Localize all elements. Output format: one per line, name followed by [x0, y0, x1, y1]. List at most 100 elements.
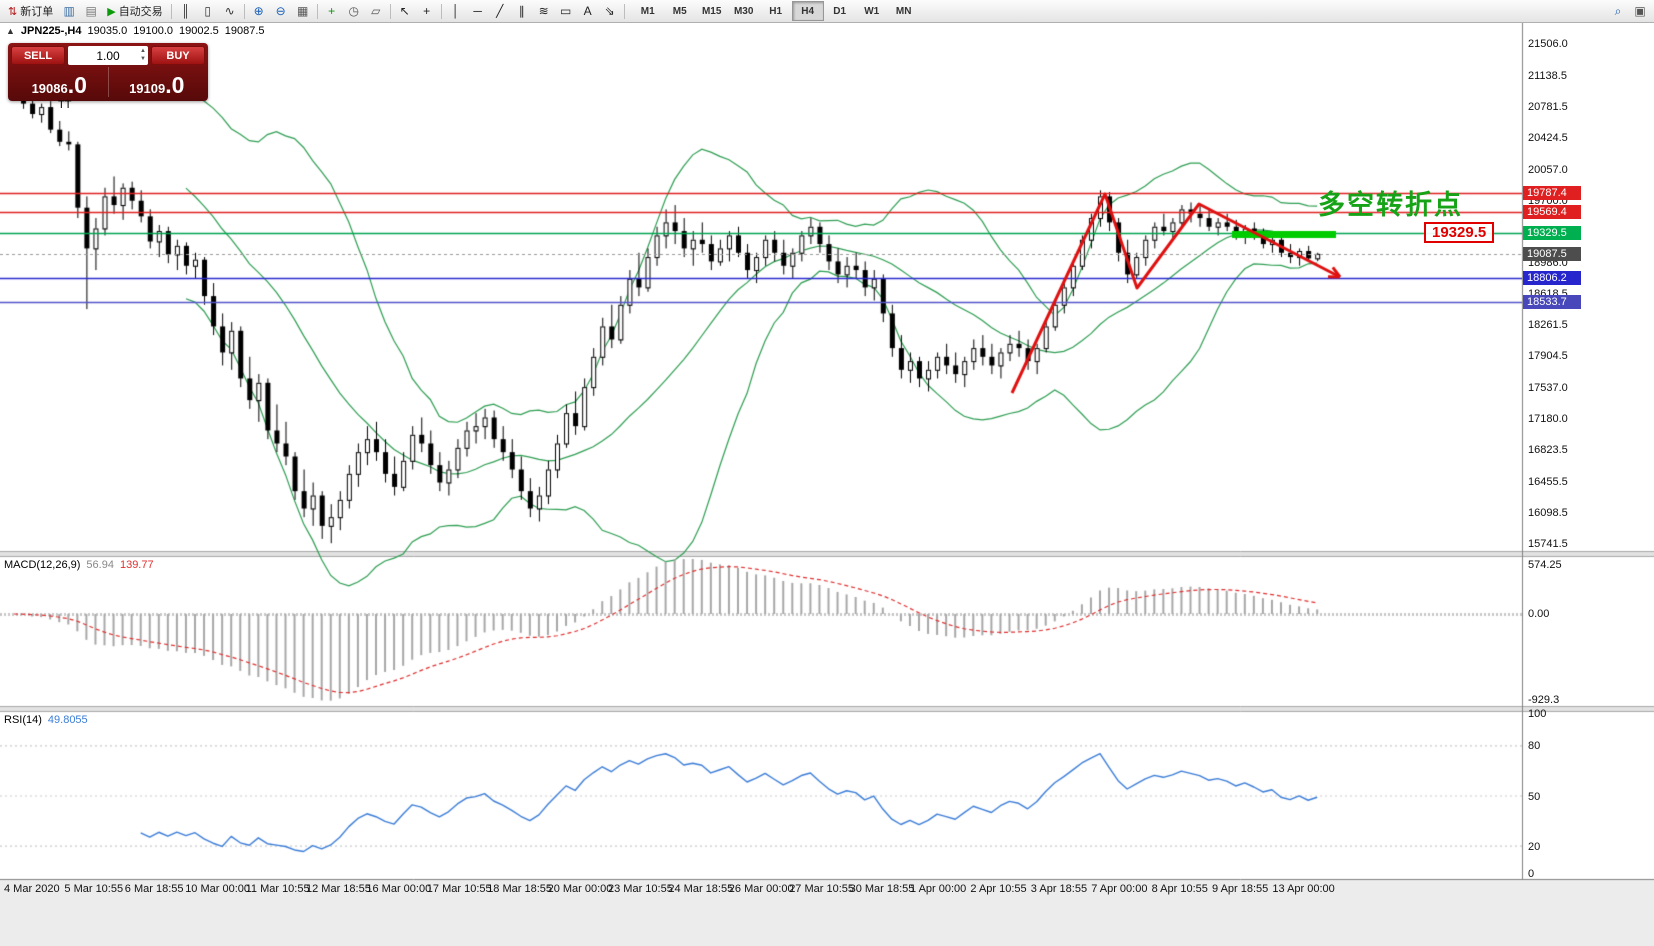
toolbar-separator — [623, 3, 625, 19]
profiles-icon[interactable]: ▤ — [85, 4, 97, 18]
price-tag: 19087.5 — [1523, 246, 1581, 261]
tile-windows-icon[interactable]: ▦ — [297, 4, 309, 18]
timeframe-button-m5[interactable]: M5 — [672, 5, 687, 17]
equidistant-channel-icon[interactable]: ∥ — [518, 4, 525, 18]
toolbar-separator — [316, 3, 318, 19]
rsi-axis-label: 50 — [1528, 790, 1541, 803]
macd-axis-label: 0.00 — [1528, 608, 1550, 620]
price-tag: 19787.4 — [1523, 186, 1581, 201]
time-axis-label: 26 Mar 00:00 — [728, 883, 794, 895]
price-divider — [107, 67, 109, 97]
main-toolbar: ⇅ 新订单 ▥ ▤ ▶ 自动交易 ║ ▯ ∿ ⊕ ⊖ ▦ + ◷ ▱ ↖ + │ ─ ╱ ∥ ≋ ▭ A ⇘ M1 M5 M15… — [0, 0, 1654, 23]
ohlc-open: 19035.0 — [87, 25, 128, 37]
new-order-button[interactable]: ⇅ 新订单 — [3, 2, 58, 20]
horizontal-line-icon[interactable]: ─ — [473, 4, 482, 18]
layers-icon[interactable]: ▣ — [1634, 4, 1646, 18]
ohlc-low: 19002.5 — [179, 25, 219, 37]
time-axis-label: 24 Mar 18:55 — [668, 883, 734, 895]
timeframe-button-h4[interactable]: H4 — [791, 1, 824, 21]
fibonacci-icon[interactable]: ≋ — [538, 4, 549, 18]
timeframe-button-mn[interactable]: MN — [895, 5, 912, 17]
crosshair-icon[interactable]: + — [423, 4, 431, 18]
sell-price-big: .0 — [67, 72, 87, 98]
price-axis-label: 21506.0 — [1528, 38, 1568, 51]
price-axis-label: 17180.0 — [1528, 413, 1568, 426]
candlestick-chart-icon[interactable]: ▯ — [204, 4, 211, 18]
price-axis-label: 18261.5 — [1528, 319, 1568, 332]
price-axis-label: 15741.5 — [1528, 537, 1568, 550]
price-tag: 19569.4 — [1523, 205, 1581, 220]
price-tag: 18533.7 — [1523, 294, 1581, 309]
macd-panel-label: MACD(12,26,9) 56.94 139.77 — [4, 559, 154, 571]
volume-up-icon[interactable]: ▲ — [140, 48, 146, 54]
period-icon[interactable]: ◷ — [348, 4, 359, 18]
volume-down-icon[interactable]: ▼ — [140, 56, 146, 62]
autotrading-button[interactable]: ▶ 自动交易 — [102, 2, 167, 20]
buy-price-small: 19109 — [129, 81, 166, 96]
time-axis-label: 2 Apr 10:55 — [970, 883, 1027, 895]
time-axis-label: 9 Apr 18:55 — [1212, 883, 1269, 895]
rsi-axis-label: 80 — [1528, 740, 1541, 753]
price-tag: 18806.2 — [1523, 271, 1581, 286]
zoom-in-icon[interactable]: ⊕ — [253, 4, 264, 18]
chart-canvas[interactable] — [0, 23, 1654, 946]
ohlc-close: 19087.5 — [224, 25, 265, 37]
chart-window: ▲ JPN225-,H4 19035.0 19100.0 19002.5 190… — [0, 23, 1654, 946]
macd-name: MACD(12,26,9) — [4, 559, 81, 571]
shapes-icon[interactable]: ▭ — [560, 4, 572, 18]
sell-button[interactable]: SELL — [11, 46, 65, 65]
price-axis-label: 20781.5 — [1528, 100, 1568, 113]
buy-price-big: .0 — [165, 72, 185, 98]
time-axis-label: 11 Mar 10:55 — [245, 883, 310, 895]
charts-grid-icon[interactable]: ▥ — [63, 4, 75, 18]
sell-price[interactable]: 19086 .0 — [11, 74, 108, 97]
timeframe-button-h1[interactable]: H1 — [769, 5, 783, 17]
rsi-axis-label: 100 — [1528, 708, 1547, 720]
bar-chart-icon[interactable]: ║ — [181, 4, 190, 18]
line-chart-icon[interactable]: ∿ — [224, 4, 235, 18]
autotrading-button-label: 自动交易 — [118, 6, 163, 18]
timeframe-button-m30[interactable]: M30 — [733, 5, 754, 17]
price-axis-label: 16455.5 — [1528, 476, 1568, 489]
toolbar-left-group: ⇅ 新订单 ▥ ▤ ▶ 自动交易 ║ ▯ ∿ ⊕ ⊖ ▦ + ◷ ▱ ↖ + │ ─ ╱ ∥ ≋ ▭ A ⇘ — [3, 1, 628, 21]
rsi-axis-label: 0 — [1528, 868, 1535, 880]
add-indicator-icon[interactable]: + — [328, 4, 336, 18]
template-icon[interactable]: ▱ — [371, 4, 381, 18]
arrow-objects-icon[interactable]: ⇘ — [604, 4, 615, 18]
timeframe-group: M1 M5 M15 M30 H1 H4 D1 W1 MN — [632, 1, 920, 21]
timeframe-button-w1[interactable]: W1 — [864, 5, 880, 17]
zoom-out-icon[interactable]: ⊖ — [275, 4, 286, 18]
toolbar-separator — [389, 3, 391, 19]
one-click-trading-panel: SELL 1.00 ▲ ▼ BUY 19086 .0 19109 .0 — [8, 43, 208, 101]
text-icon[interactable]: A — [583, 4, 592, 18]
time-axis-label: 5 Mar 10:55 — [64, 883, 124, 895]
macd-axis-label: -929.3 — [1528, 694, 1560, 706]
time-axis-label: 13 Apr 00:00 — [1272, 883, 1335, 895]
time-axis-label: 30 Mar 18:55 — [849, 883, 915, 895]
volume-input[interactable]: 1.00 ▲ ▼ — [68, 46, 148, 65]
volume-spinner[interactable]: ▲ ▼ — [140, 47, 146, 63]
trendline-icon[interactable]: ╱ — [496, 4, 504, 18]
timeframe-button-m15[interactable]: M15 — [701, 5, 722, 17]
price-axis-label: 17904.5 — [1528, 350, 1568, 363]
price-axis-label: 17537.0 — [1528, 382, 1568, 395]
macd-value-signal: 139.77 — [119, 559, 154, 571]
vertical-line-icon[interactable]: │ — [451, 4, 460, 18]
one-click-collapse-icon[interactable]: ▲ — [6, 26, 15, 36]
rsi-value: 49.8055 — [47, 714, 88, 726]
price-callout-box[interactable]: 19329.5 — [1424, 222, 1495, 243]
buy-button[interactable]: BUY — [151, 46, 205, 65]
time-axis-label: 27 Mar 10:55 — [789, 883, 855, 895]
search-icon[interactable]: ⌕ — [1614, 4, 1622, 18]
cursor-icon[interactable]: ↖ — [399, 4, 410, 18]
buy-price[interactable]: 19109 .0 — [109, 74, 206, 97]
price-axis-label: 20057.0 — [1528, 163, 1568, 176]
sell-price-small: 19086 — [31, 81, 68, 96]
time-axis-label: 7 Apr 00:00 — [1091, 883, 1148, 895]
timeframe-button-m1[interactable]: M1 — [640, 5, 655, 17]
price-axis-label: 16823.5 — [1528, 444, 1568, 457]
timeframe-button-d1[interactable]: D1 — [833, 5, 847, 17]
text-object-tt[interactable]: TT — [58, 99, 72, 111]
turning-point-annotation[interactable]: 多空转折点 — [1318, 190, 1463, 220]
